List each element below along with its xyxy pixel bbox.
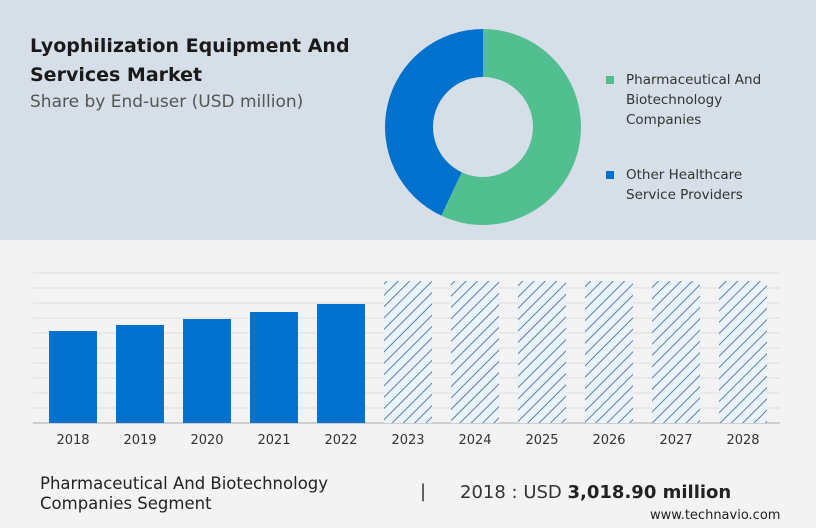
x-tick-label: 2021 [257, 433, 291, 448]
forecast-bar-2024 [451, 281, 499, 423]
bar-2018 [49, 331, 97, 423]
x-tick-label: 2018 [56, 433, 90, 448]
x-tick-label: 2026 [592, 433, 626, 448]
page-subtitle: Share by End-user (USD million) [30, 92, 304, 112]
donut-chart [385, 29, 581, 225]
site-url: www.technavio.com [650, 508, 781, 523]
x-tick-label: 2020 [190, 433, 224, 448]
segment-value: 2018 : USD 3,018.90 million [460, 482, 731, 503]
value-text: 3,018.90 million [567, 482, 732, 503]
legend-item-other: Other Healthcare Service Providers [606, 165, 796, 205]
separator: | [420, 481, 427, 502]
legend-item-pharma: Pharmaceutical And Biotechnology Compani… [606, 70, 796, 130]
bar-2021 [250, 311, 298, 423]
donut-slice-0 [441, 29, 581, 225]
x-tick-label: 2025 [525, 433, 559, 448]
x-tick-label: 2022 [324, 433, 358, 448]
year-label: 2018 : USD [460, 482, 562, 503]
x-tick-label: 2019 [123, 433, 157, 448]
forecast-bar-2027 [652, 281, 700, 423]
bar-2019 [116, 324, 164, 423]
x-tick-label: 2024 [458, 433, 492, 448]
legend-swatch [606, 171, 614, 179]
forecast-bar-2025 [518, 281, 566, 423]
segment-label: Pharmaceutical And Biotechnology Compani… [40, 474, 329, 513]
legend-swatch [606, 76, 614, 84]
bar-2022 [317, 303, 365, 423]
bar-chart [33, 272, 780, 424]
forecast-bar-2028 [719, 281, 767, 423]
page-title: Lyophilization Equipment And Services Ma… [30, 35, 350, 86]
x-tick-label: 2028 [726, 433, 760, 448]
legend-label: Other Healthcare Service Providers [626, 167, 743, 203]
donut-slice-1 [385, 29, 483, 216]
forecast-bar-2026 [585, 281, 633, 423]
x-tick-label: 2023 [391, 433, 425, 448]
x-tick-label: 2027 [659, 433, 693, 448]
forecast-bar-2023 [384, 281, 432, 423]
legend-label: Pharmaceutical And Biotechnology Compani… [626, 72, 762, 128]
bar-2020 [183, 318, 231, 423]
